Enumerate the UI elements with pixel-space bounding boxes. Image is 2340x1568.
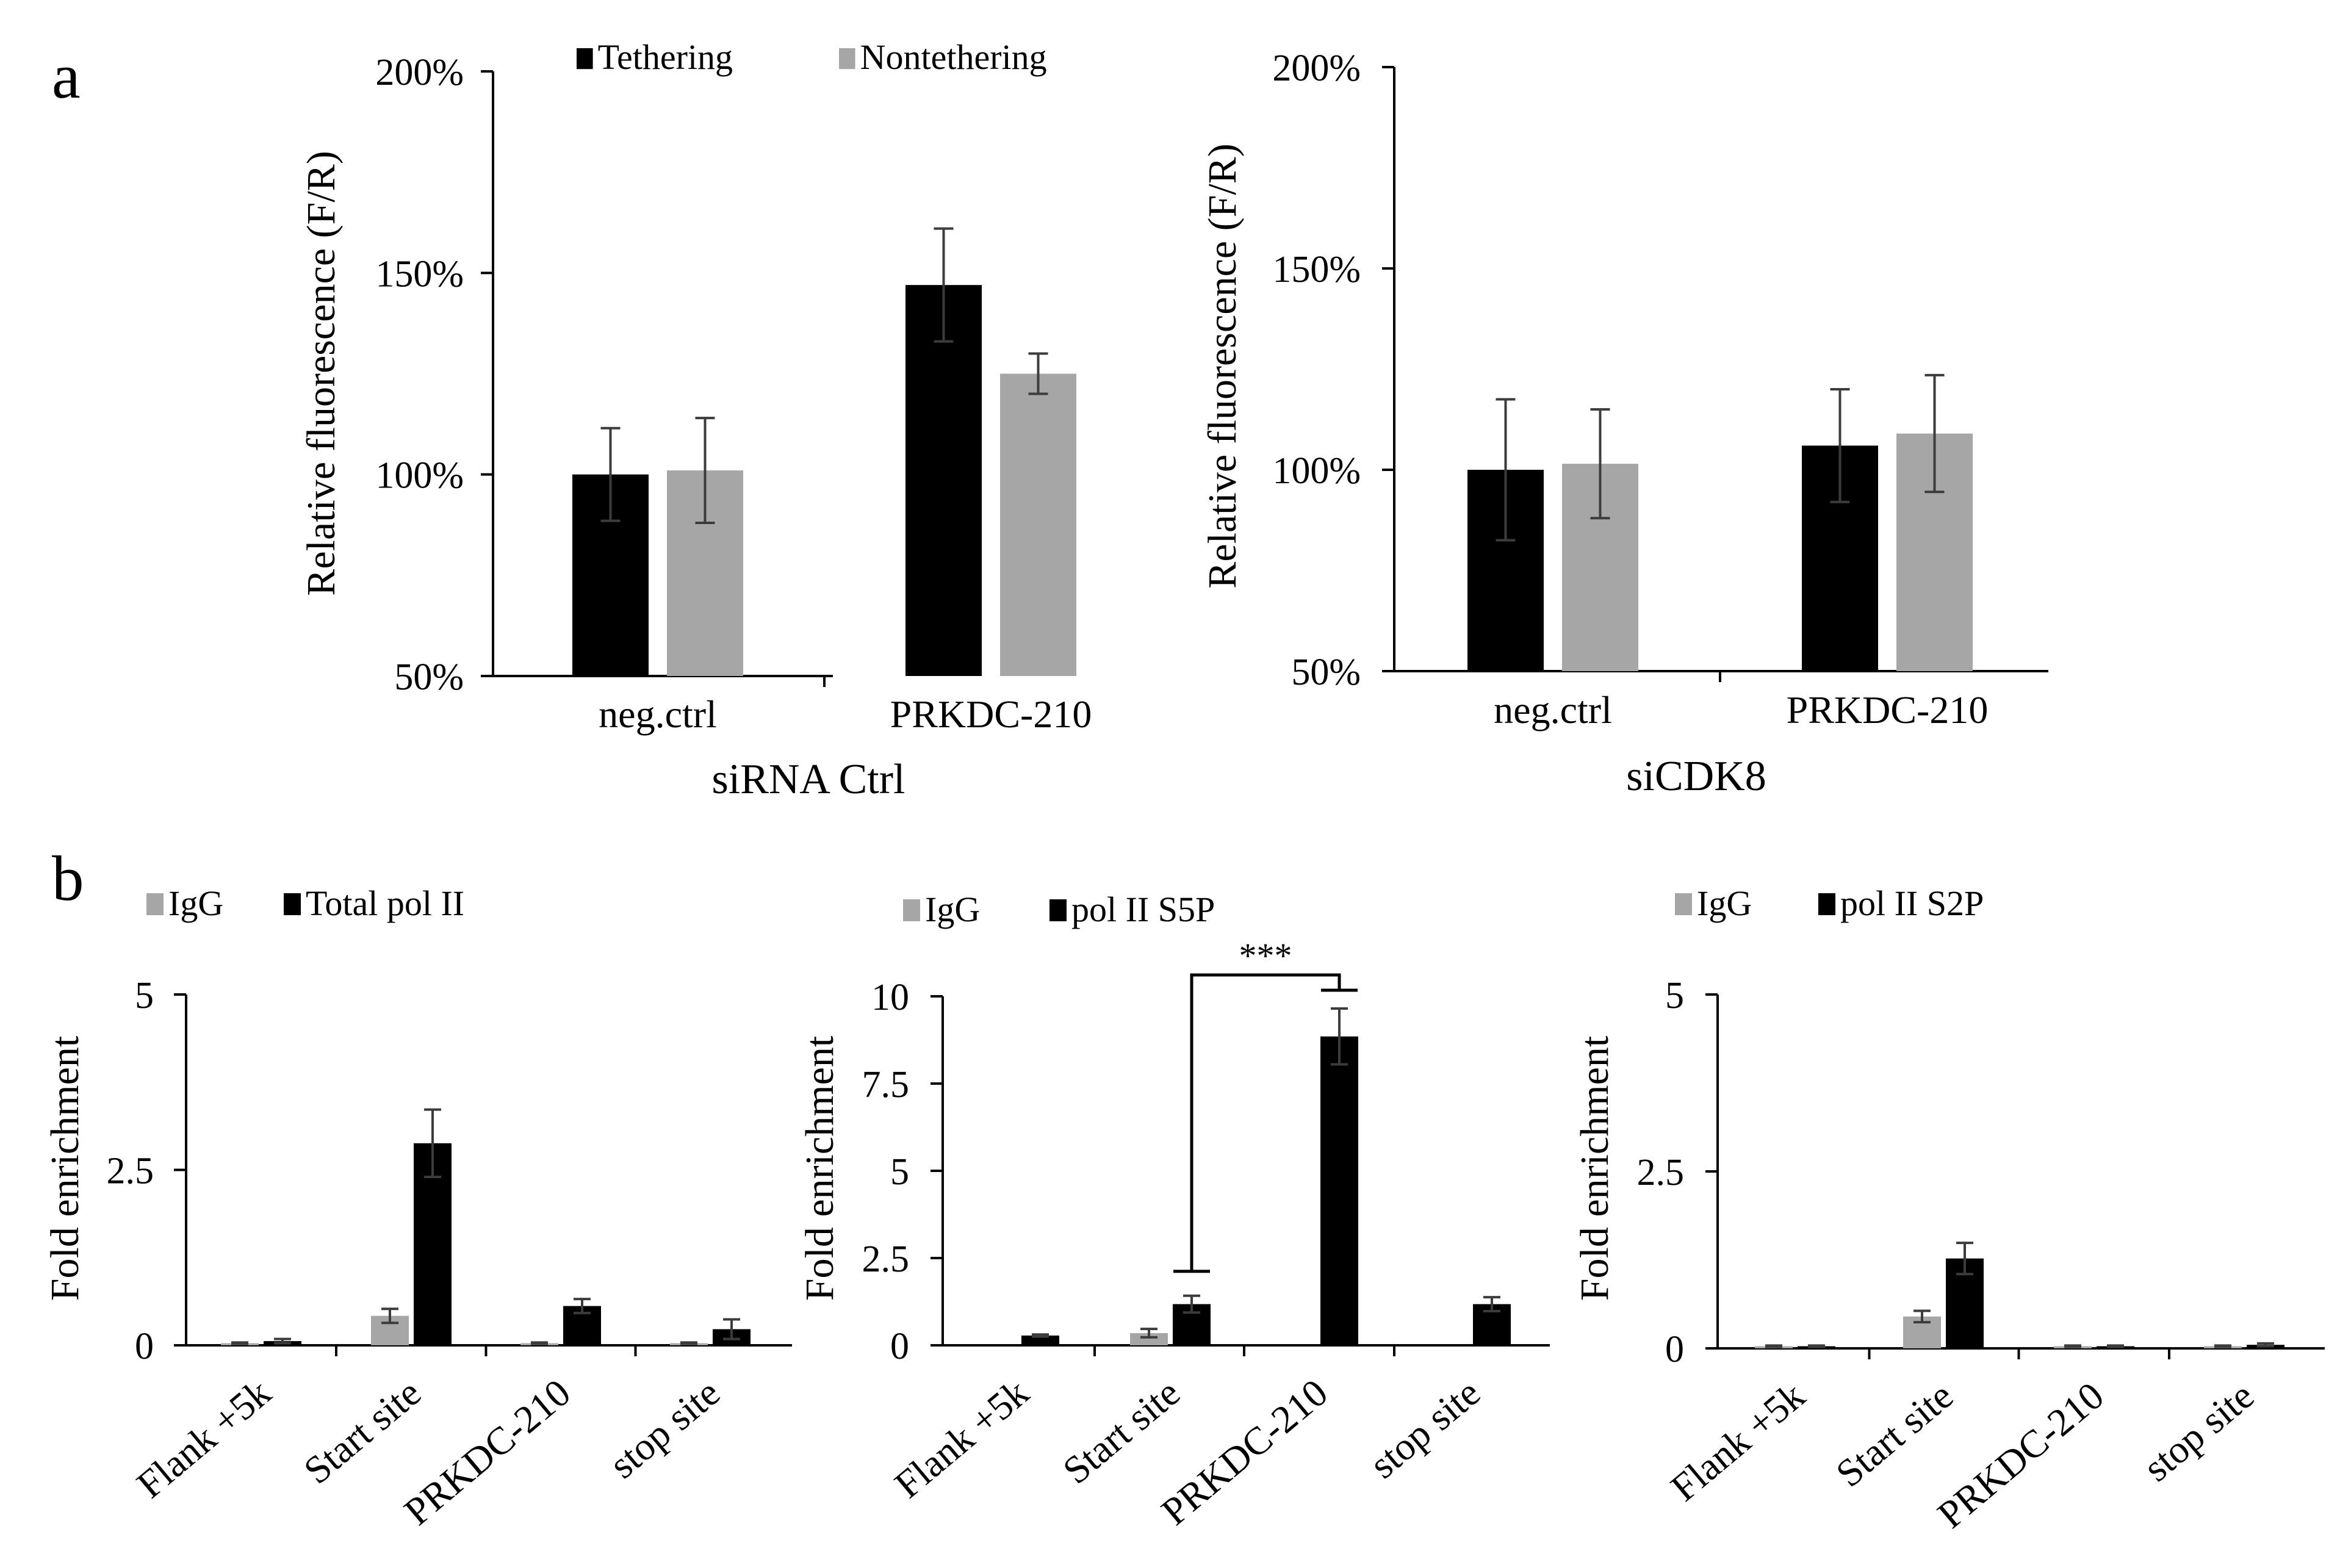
- x-tick-label: stop site: [1361, 1370, 1488, 1486]
- y-tick-label: 0: [135, 1326, 154, 1367]
- legend-label: IgG: [168, 883, 223, 923]
- x-tick-label: Start site: [1827, 1373, 1961, 1495]
- legend-label: IgG: [1697, 883, 1752, 923]
- bar-pol-ii-s5p-2: [1320, 1036, 1358, 1345]
- y-tick-label: 100%: [1272, 450, 1361, 492]
- x-tick-label: PRKDC-210: [1929, 1373, 2112, 1536]
- legend-label: Nontethering: [860, 37, 1047, 77]
- x-axis-title: siRNA Ctrl: [711, 756, 905, 803]
- legend: Tethering Nontethering: [577, 37, 1047, 77]
- x-tick-label: stop site: [601, 1370, 728, 1486]
- legend-swatch: [1049, 899, 1067, 921]
- x-tick-label: PRKDC-210: [396, 1370, 578, 1533]
- legend-swatch: [1818, 893, 1835, 915]
- bar-tethering-1: [905, 285, 982, 676]
- x-tick-label: PRKDC-210: [890, 692, 1092, 736]
- x-tick-label: neg.ctrl: [599, 692, 717, 736]
- y-axis-title: Relative fluorescence (F/R): [299, 151, 344, 595]
- legend-label: pol II S5P: [1071, 890, 1215, 929]
- y-tick-label: 2.5: [1637, 1152, 1685, 1193]
- significance-bracket: ***: [1173, 936, 1358, 1273]
- legend-label: Total pol II: [306, 883, 464, 923]
- legend-swatch: [146, 893, 164, 915]
- y-tick-label: 5: [1665, 975, 1684, 1016]
- y-axis-title: Fold enrichment: [797, 1036, 842, 1301]
- bar-pol-ii-s5p-0: [1021, 1335, 1059, 1345]
- x-tick-label: neg.ctrl: [1494, 688, 1612, 732]
- x-tick-label: Start site: [295, 1370, 429, 1492]
- legend-swatch: [1675, 893, 1692, 915]
- bar-nontethering-1: [1000, 373, 1076, 676]
- panel-label-a: a: [52, 40, 81, 112]
- charts: 50% 100% 150% 200% neg.ctrl PRKDC-210 Relative…: [43, 37, 2325, 1536]
- y-tick-label: 150%: [1272, 249, 1361, 290]
- legend-swatch: [284, 893, 301, 915]
- x-tick-label: stop site: [2135, 1373, 2262, 1489]
- y-axis-title: Fold enrichment: [1572, 1036, 1617, 1301]
- y-tick-label: 10: [871, 977, 909, 1018]
- legend: IgG Total pol II: [146, 883, 464, 923]
- legend-label: IgG: [925, 890, 980, 929]
- x-tick-label: Flank +5k: [129, 1370, 279, 1506]
- y-tick-label: 7.5: [862, 1064, 910, 1106]
- x-tick-label: PRKDC-210: [1787, 688, 1989, 732]
- y-axis-title: Fold enrichment: [43, 1036, 87, 1301]
- y-tick-label: 100%: [375, 455, 464, 497]
- x-tick-label: Start site: [1054, 1370, 1188, 1492]
- y-tick-label: 50%: [1291, 652, 1361, 693]
- y-tick-label: 5: [890, 1151, 909, 1193]
- y-tick-label: 0: [1665, 1329, 1684, 1370]
- y-axis-title: Relative fluorescence (F/R): [1200, 143, 1245, 588]
- legend-label: pol II S2P: [1840, 883, 1984, 923]
- chart-a1: 50% 100% 150% 200% neg.ctrl PRKDC-210 Relative…: [299, 37, 1092, 803]
- chart-a2: 50% 100% 150% 200% neg.ctrl PRKDC-210 Relative…: [1200, 48, 2048, 800]
- panel-label-b: b: [52, 843, 84, 914]
- x-tick-label: Flank +5k: [887, 1370, 1037, 1506]
- y-tick-label: 2.5: [107, 1151, 154, 1192]
- y-tick-label: 200%: [1272, 48, 1361, 89]
- y-tick-label: 150%: [375, 253, 464, 295]
- legend: IgG pol II S5P: [903, 890, 1215, 929]
- y-tick-label: 0: [890, 1326, 909, 1367]
- x-tick-label: Flank +5k: [1663, 1373, 1813, 1509]
- bar-igg-1: [1130, 1332, 1168, 1345]
- significance-label: ***: [1239, 936, 1292, 976]
- legend-swatch: [839, 48, 855, 70]
- legend: IgG pol II S2P: [1675, 883, 1984, 923]
- y-tick-label: 200%: [375, 52, 464, 93]
- legend-swatch: [903, 899, 920, 921]
- y-tick-label: 2.5: [862, 1239, 910, 1280]
- x-axis-title: siCDK8: [1626, 753, 1766, 800]
- y-tick-label: 5: [135, 975, 154, 1016]
- legend-swatch: [577, 48, 593, 70]
- y-tick-label: 50%: [394, 656, 464, 698]
- legend-label: Tethering: [598, 37, 733, 77]
